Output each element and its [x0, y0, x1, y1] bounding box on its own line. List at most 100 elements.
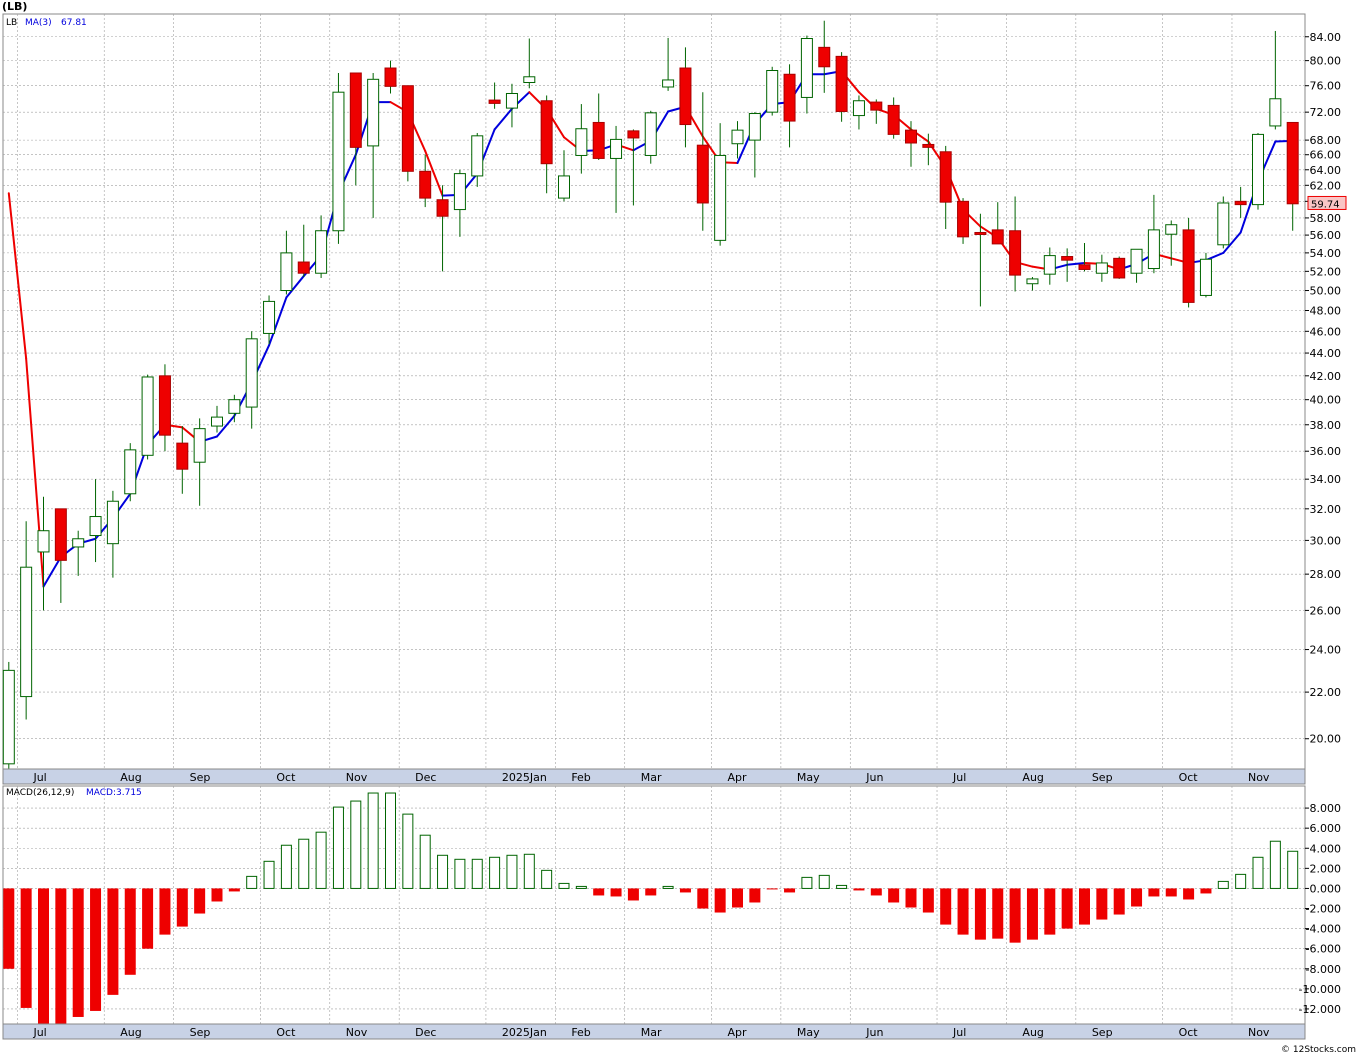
- candle-down: [297, 224, 310, 278]
- macd-bar-negative: [211, 888, 223, 902]
- macd-x-label: Nov: [1248, 1026, 1270, 1039]
- macd-bar-negative: [957, 888, 969, 935]
- price-y-tick-label: 72.00: [1310, 106, 1342, 119]
- price-x-label: Jun: [865, 771, 883, 784]
- candle-up: [852, 95, 865, 130]
- candle-up: [20, 521, 33, 720]
- price-x-label: Mar: [641, 771, 662, 784]
- price-y-tick-label: 20.00: [1310, 733, 1342, 746]
- macd-y-tick-label: -8.000: [1306, 963, 1341, 976]
- price-legend-symbol: LB: [6, 18, 17, 28]
- candle-up: [766, 66, 779, 116]
- macd-x-label: May: [797, 1026, 820, 1039]
- price-y-axis: 84.00 80.00 76.00 72.00 68.00 66.00 64.00 62.00…: [1305, 31, 1341, 746]
- macd-bar-negative: [107, 888, 119, 995]
- candle-up: [193, 418, 206, 506]
- macd-bar-negative: [593, 888, 605, 896]
- candle-down: [818, 20, 831, 93]
- macd-bar-negative: [992, 888, 1004, 939]
- candle-body: [505, 92, 518, 109]
- macd-bar-negative: [159, 888, 171, 935]
- macd-x-label: Oct: [276, 1026, 296, 1039]
- candle-body: [384, 67, 397, 87]
- candle-body: [662, 79, 675, 88]
- macd-y-tick-label: -2.000: [1306, 903, 1341, 916]
- macd-bar-positive: [1252, 856, 1264, 889]
- candle-down: [870, 99, 883, 124]
- macd-bar-negative: [1044, 888, 1056, 935]
- candle-body: [158, 375, 171, 436]
- candle-body: [852, 100, 865, 117]
- candle-body: [939, 151, 952, 203]
- price-y-tick-label: 56.00: [1310, 229, 1342, 242]
- macd-bar-negative: [55, 888, 67, 1026]
- price-x-label: Oct: [1179, 771, 1199, 784]
- candle-body: [1130, 248, 1143, 274]
- candle-up: [748, 112, 761, 178]
- macd-x-label: Dec: [415, 1026, 436, 1039]
- macd-bar-negative: [766, 888, 778, 890]
- price-y-tick-label: 32.00: [1310, 503, 1342, 516]
- candle-up: [731, 121, 744, 159]
- candle-body: [1252, 133, 1264, 206]
- price-x-label: Aug: [1022, 771, 1043, 784]
- candle-up: [1199, 252, 1212, 298]
- macd-bar-positive: [419, 834, 431, 889]
- macd-bar-negative: [176, 888, 188, 927]
- macd-bar-negative: [194, 888, 206, 914]
- macd-bar-negative: [749, 888, 761, 903]
- price-x-label: Dec: [415, 771, 436, 784]
- candle-down: [1078, 243, 1091, 272]
- candle-up: [141, 374, 154, 460]
- candle-body: [72, 538, 85, 548]
- price-x-label: Apr: [727, 771, 747, 784]
- candle-body: [1095, 262, 1108, 274]
- candle-body: [766, 70, 779, 113]
- macd-bar-negative: [870, 888, 882, 896]
- candle-up: [523, 38, 536, 89]
- candle-body: [106, 500, 119, 545]
- candle-body: [2, 669, 15, 765]
- macd-y-tick-label: -12.000: [1299, 1003, 1341, 1016]
- candle-body: [627, 130, 640, 139]
- macd-bar-negative: [124, 888, 136, 975]
- candle-body: [957, 200, 970, 238]
- candle-body: [315, 230, 328, 274]
- candle-down: [1061, 248, 1074, 282]
- price-y-tick-label: 40.00: [1310, 394, 1342, 407]
- macd-x-label: 2025Jan: [502, 1026, 547, 1039]
- candle-body: [488, 99, 501, 104]
- candle-body: [835, 55, 848, 112]
- ma3-segment: [1066, 261, 1086, 266]
- candle-body: [1199, 258, 1212, 296]
- candle-body: [37, 530, 50, 553]
- macd-bar-negative: [142, 888, 154, 949]
- candle-down: [592, 93, 605, 160]
- candle-body: [1026, 278, 1039, 285]
- candle-up: [1217, 196, 1230, 249]
- macd-bar-positive: [437, 854, 449, 889]
- macd-bar-positive: [558, 882, 570, 889]
- price-y-tick-label: 22.00: [1310, 686, 1342, 699]
- candle-up: [228, 394, 241, 423]
- candle-body: [714, 154, 727, 241]
- macd-bar-positive: [315, 831, 327, 889]
- candle-down: [957, 198, 970, 244]
- price-y-tick-label: 34.00: [1310, 473, 1342, 486]
- candle-body: [523, 76, 536, 84]
- macd-bar-negative: [697, 888, 709, 909]
- price-x-labels: Jul Aug Sep Oct Nov Dec 2025Jan Feb Mar Apr May Jun…: [32, 771, 1269, 784]
- macd-bar-positive: [263, 860, 275, 889]
- candle-body: [887, 104, 900, 135]
- price-y-tick-label: 42.00: [1310, 370, 1342, 383]
- macd-histogram: [3, 792, 1299, 1026]
- candle-up: [367, 73, 380, 218]
- candle-down: [1182, 217, 1195, 308]
- price-x-label: Jul: [952, 771, 966, 784]
- candle-down: [679, 47, 692, 148]
- candle-body: [731, 129, 744, 145]
- candle-body: [575, 128, 588, 156]
- candle-down: [419, 154, 432, 208]
- price-y-tick-label: 26.00: [1310, 604, 1342, 617]
